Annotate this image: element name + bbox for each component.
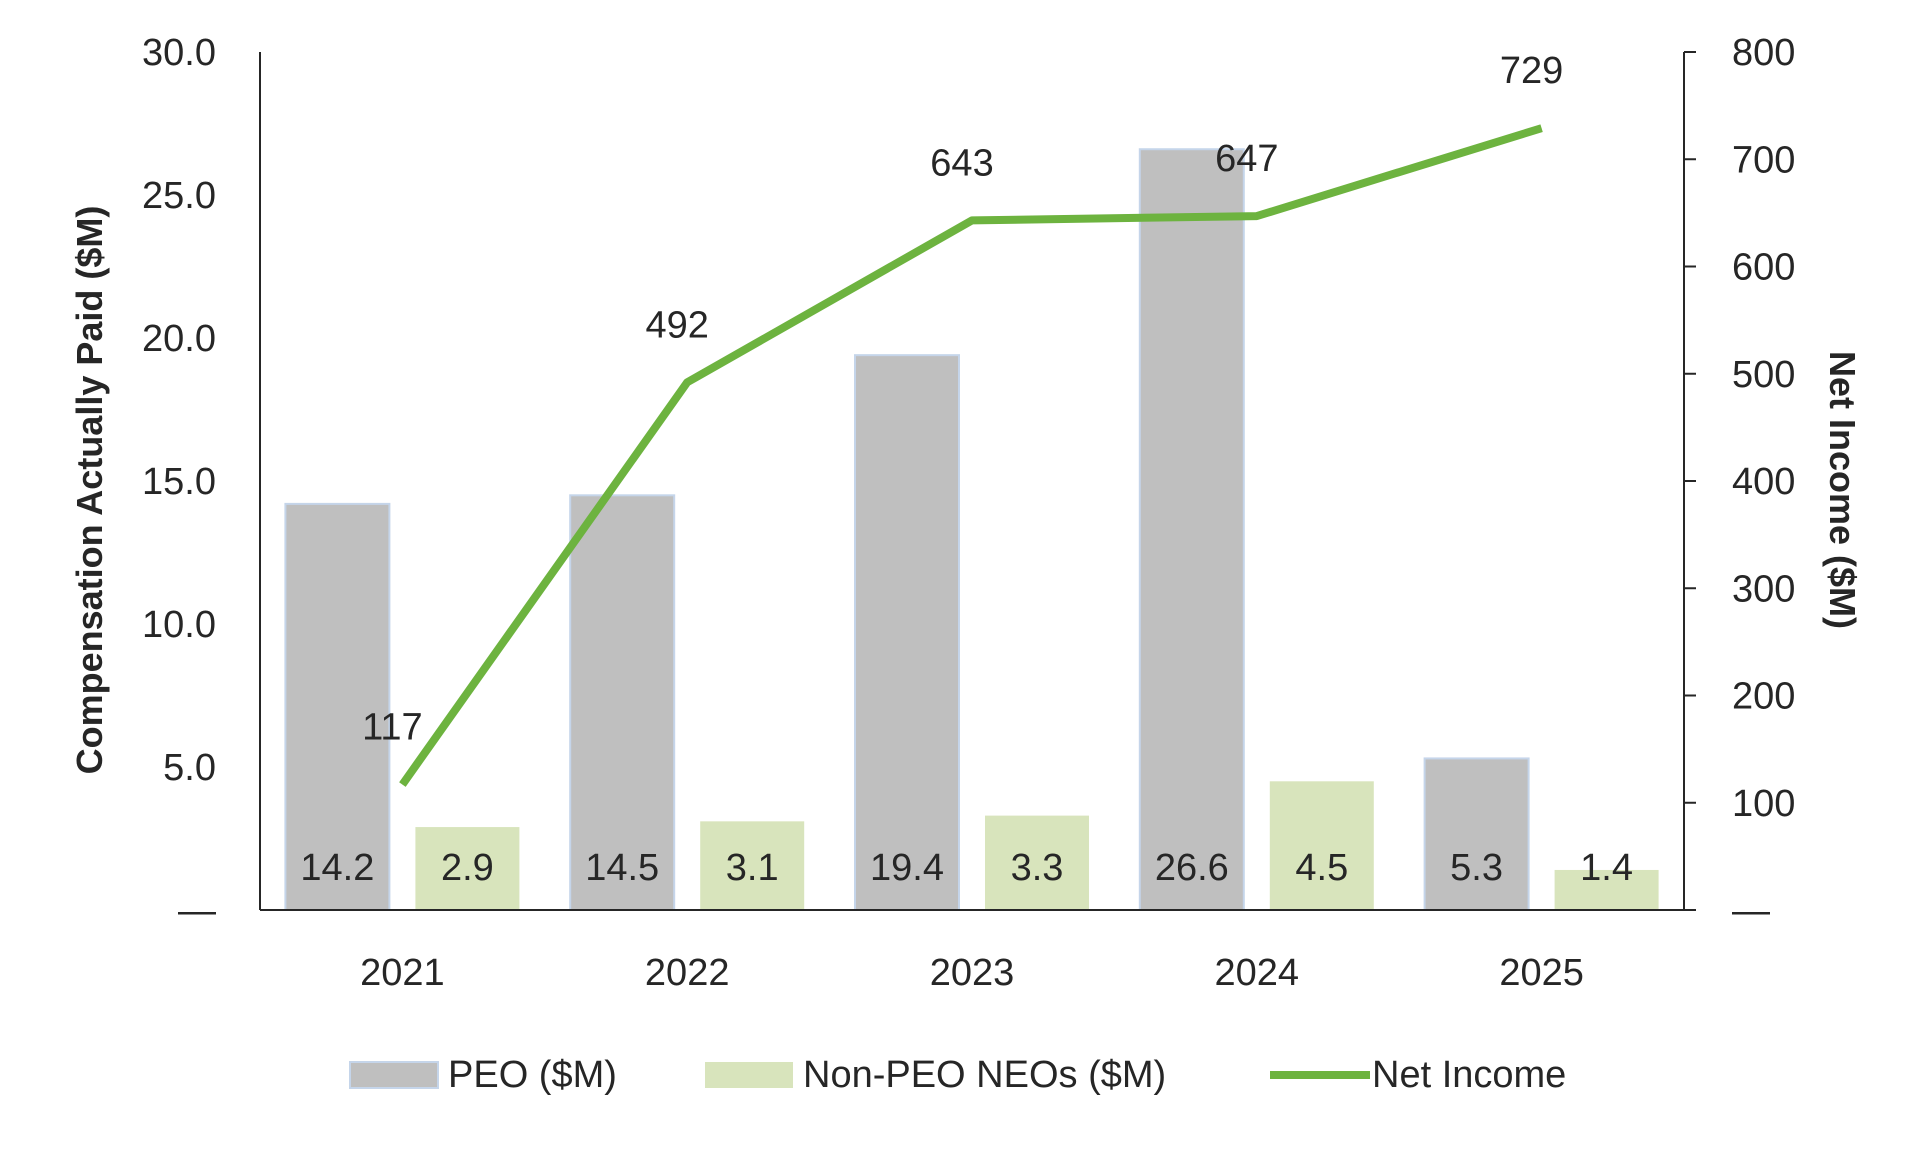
data-label-neo: 3.3 <box>1011 847 1064 889</box>
data-label-neo: 3.1 <box>726 847 779 889</box>
y2-tick-label: 800 <box>1732 32 1795 74</box>
bars <box>285 149 1658 910</box>
x-tick-label: 2024 <box>1215 952 1300 994</box>
y2-tick-label: 700 <box>1732 139 1795 181</box>
data-label-neo: 4.5 <box>1295 847 1348 889</box>
y-tick-label: 10.0 <box>142 604 216 646</box>
data-label-peo: 5.3 <box>1450 847 1503 889</box>
data-label-net-income: 647 <box>1215 138 1278 180</box>
y-tick-label: 20.0 <box>142 318 216 360</box>
y-tick-label: 30.0 <box>142 32 216 74</box>
data-label-neo: 1.4 <box>1580 847 1633 889</box>
y2-tick-label: 500 <box>1732 354 1795 396</box>
y2-tick-label: 400 <box>1732 461 1795 503</box>
y-axis-title: Compensation Actually Paid ($M) <box>69 206 110 775</box>
y-tick-label: — <box>178 890 216 932</box>
y-tick-label: 5.0 <box>163 747 216 789</box>
x-tick-label: 2023 <box>930 952 1015 994</box>
y2-tick-label: 600 <box>1732 247 1795 289</box>
legend: PEO ($M) Non-PEO NEOs ($M) Net Income <box>350 1054 1566 1096</box>
data-label-peo: 26.6 <box>1155 847 1229 889</box>
y2-tick-label: 200 <box>1732 676 1795 718</box>
bar-neo-2024 <box>1270 781 1374 910</box>
data-label-peo: 14.5 <box>585 847 659 889</box>
x-tick-label: 2021 <box>360 952 445 994</box>
data-label-net-income: 643 <box>930 142 993 184</box>
y-tick-label: 15.0 <box>142 461 216 503</box>
legend-label-net-income: Net Income <box>1372 1054 1566 1096</box>
legend-label-neo: Non-PEO NEOs ($M) <box>803 1054 1166 1096</box>
x-tick-label: 2025 <box>1499 952 1584 994</box>
legend-swatch-neo <box>705 1062 793 1088</box>
y-tick-label: 25.0 <box>142 175 216 217</box>
data-label-net-income: 729 <box>1500 50 1563 92</box>
y2-tick-label: — <box>1732 890 1770 932</box>
legend-label-peo: PEO ($M) <box>448 1054 617 1096</box>
data-label-net-income: 492 <box>645 304 708 346</box>
y2-axis-title: Net Income ($M) <box>1822 351 1863 629</box>
y2-tick-label: 100 <box>1732 783 1795 825</box>
data-label-neo: 2.9 <box>441 847 494 889</box>
bar-peo-2023 <box>855 355 959 910</box>
bar-peo-2024 <box>1140 149 1244 910</box>
data-label-peo: 19.4 <box>870 847 944 889</box>
x-tick-label: 2022 <box>645 952 730 994</box>
legend-swatch-peo <box>350 1062 438 1088</box>
data-label-net-income: 117 <box>362 707 423 749</box>
y2-tick-label: 300 <box>1732 568 1795 610</box>
data-label-peo: 14.2 <box>300 847 374 889</box>
